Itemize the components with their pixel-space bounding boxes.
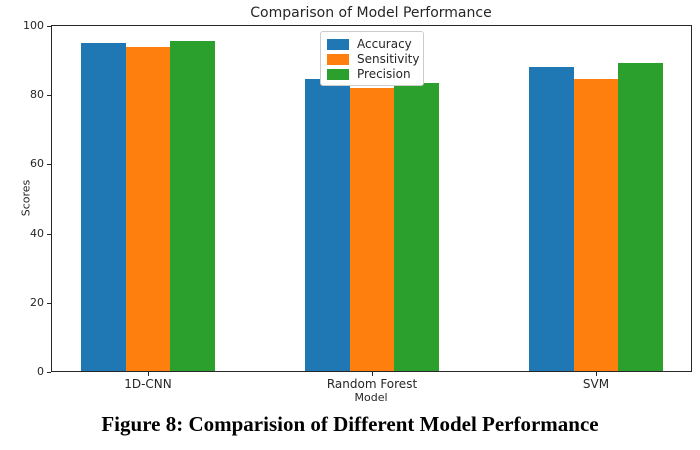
legend-swatch-icon [327,53,349,65]
legend-label: Precision [357,67,411,81]
y-tick-label: 40 [30,227,44,240]
x-tick-label: Random Forest [326,377,418,391]
legend-item-accuracy: Accuracy [327,37,423,51]
y-tick [47,164,51,165]
legend-label: Accuracy [357,37,412,51]
bar-accuracy-1d-cnn [81,42,126,372]
chart-title: Comparison of Model Performance [250,5,492,21]
x-axis-label: Model [354,391,388,404]
legend-swatch-icon [327,68,349,80]
bottom-spine [51,371,692,372]
bar-accuracy-svm [529,67,574,372]
legend-item-sensitivity: Sensitivity [327,52,423,66]
bar-accuracy-random-forest [305,78,350,372]
y-tick-label: 60 [30,157,44,170]
top-spine [51,25,692,26]
x-tick [372,372,373,376]
x-tick [596,372,597,376]
left-spine [51,25,52,372]
x-tick [148,372,149,376]
bar-sensitivity-svm [573,79,619,372]
bar-precision-random-forest [394,83,440,372]
bar-sensitivity-1d-cnn [125,46,171,372]
bar-precision-svm [618,63,664,372]
bar-precision-1d-cnn [170,40,216,372]
y-tick [47,303,51,304]
y-axis-label: Scores [19,179,33,217]
legend: Accuracy Sensitivity Precision [320,31,424,86]
x-tick-label: SVM [582,377,610,391]
legend-label: Sensitivity [357,52,420,66]
right-spine [691,25,692,372]
y-tick-label: 80 [30,88,44,101]
y-tick [47,372,51,373]
x-tick-label: 1D-CNN [124,377,172,391]
y-tick-label: 100 [23,19,44,32]
bar-sensitivity-random-forest [349,88,395,372]
y-tick [47,26,51,27]
legend-item-precision: Precision [327,67,423,81]
y-tick [47,95,51,96]
figure-caption: Figure 8: Comparision of Different Model… [101,412,599,436]
legend-swatch-icon [327,38,349,50]
y-tick-label: 20 [30,296,44,309]
y-tick-label: 0 [37,365,44,378]
y-tick [47,234,51,235]
